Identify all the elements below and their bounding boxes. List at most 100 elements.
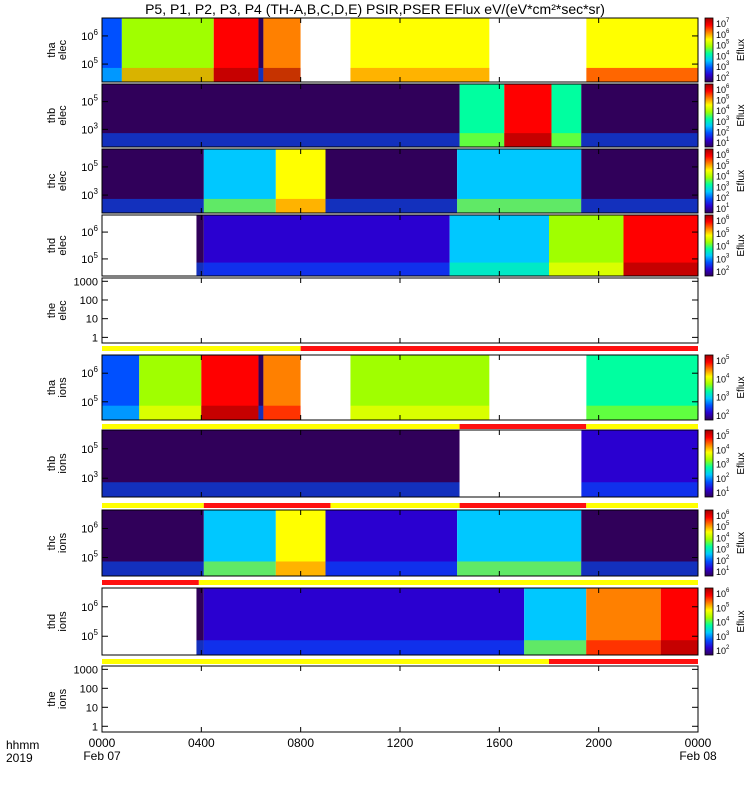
colorbar (704, 148, 714, 214)
colorbar-tick-label: 103 (716, 631, 730, 642)
spectrogram-low-energy-band (203, 561, 276, 576)
spectrogram-low-energy-band (586, 640, 661, 655)
colorbar-tick-label: 101 (716, 203, 730, 214)
colorbar (704, 587, 714, 656)
spectrogram-low-energy-band (196, 262, 204, 276)
colorbar-tick-label: 103 (716, 61, 730, 72)
colorbar-label: Eflux (736, 610, 747, 632)
flag-bar-segment (459, 424, 587, 429)
colorbar-label: Eflux (736, 532, 747, 554)
colorbar-label: Eflux (736, 376, 747, 398)
spectrogram-low-energy-band (275, 561, 326, 576)
spectrogram-low-energy-band (203, 262, 450, 276)
colorbar-tick-label: 101 (716, 487, 730, 498)
spectrogram-low-energy-band (102, 561, 204, 576)
colorbar-label: Eflux (736, 104, 747, 126)
spectrogram-low-energy-band (121, 67, 214, 82)
spectrogram-low-energy-band (581, 561, 698, 576)
colorbar-tick-label: 102 (716, 266, 730, 277)
colorbar-tick-label: 101 (716, 137, 730, 148)
y-tick-label: 103 (81, 121, 98, 136)
y-tick-label: 10 (86, 314, 98, 326)
flag-bar-segment (586, 503, 698, 508)
colorbar-tick-label: 102 (716, 410, 730, 421)
colorbar (704, 429, 714, 498)
y-tick-label: 100 (80, 295, 98, 307)
y-tick-label: 105 (81, 394, 98, 409)
y-tick-label: 100 (80, 683, 98, 695)
spectrogram-low-energy-band (504, 133, 552, 147)
spectrogram-low-energy-band (660, 640, 698, 655)
colorbar-tick-label: 106 (716, 215, 730, 226)
flag-bar-segment (203, 503, 331, 508)
colorbar-tick-label: 103 (716, 544, 730, 555)
panel-label: theelec (46, 300, 69, 321)
spectrogram-segment (258, 18, 264, 82)
colorbar-tick-label: 103 (716, 253, 730, 264)
spectrogram-low-energy-band (457, 198, 582, 213)
spectrogram-low-energy-band (350, 405, 490, 420)
colorbar-tick-label: 104 (716, 241, 730, 252)
colorbar-tick-label: 105 (716, 430, 730, 441)
panel-thd-ions: 106 105 thdions 106 105 104 103 102 Eflux (46, 587, 747, 664)
spectrogram-segment (258, 355, 264, 420)
x-tick-label: 2000 (585, 736, 612, 750)
colorbar (704, 17, 714, 83)
data-gap (102, 588, 197, 655)
y-tick-label: 103 (81, 470, 98, 485)
spectrogram-low-energy-band (551, 133, 582, 147)
flag-bar-segment (330, 503, 460, 508)
colorbar-tick-label: 105 (716, 228, 730, 239)
panel-label: thcions (46, 532, 69, 553)
y-tick-label: 1000 (74, 276, 98, 288)
colorbar-tick-label: 104 (716, 105, 730, 116)
colorbar-tick-label: 104 (716, 617, 730, 628)
y-tick-label: 105 (81, 94, 98, 109)
panel-label: theions (46, 688, 69, 709)
y-tick-label: 1 (92, 721, 98, 733)
colorbar-tick-label: 106 (716, 149, 730, 160)
x-tick-label: 1200 (387, 736, 414, 750)
spectrogram-low-energy-band (213, 67, 259, 82)
x-tick-label: 0000 (685, 736, 712, 750)
y-tick-label: 105 (81, 441, 98, 456)
panel-label: thaions (46, 377, 69, 398)
flag-bar-segment (102, 659, 549, 664)
y-tick-label: 105 (81, 159, 98, 174)
x-tick-date: Feb 07 (83, 749, 121, 763)
spectrogram-low-energy-band (581, 482, 698, 497)
colorbar-tick-label: 103 (716, 459, 730, 470)
spectrogram-low-energy-band (275, 198, 326, 213)
x-tick-label: 0800 (287, 736, 314, 750)
colorbar-tick-label: 107 (716, 18, 730, 29)
flag-bar-segment (102, 580, 199, 585)
time-axis-title: hhmm 2019 (6, 739, 39, 765)
y-tick-label: 105 (81, 251, 98, 266)
spectrogram-low-energy-band (586, 405, 698, 420)
panel-the-ions: 1000 100 10 1 theions (46, 664, 699, 733)
colorbar-tick-label: 105 (716, 95, 730, 106)
spectrogram-low-energy-band (263, 67, 301, 82)
panel-tha-ions: 106 105 thaions 105 104 103 102 Eflux (46, 354, 747, 429)
colorbar-tick-label: 102 (716, 555, 730, 566)
spectrogram-low-energy-band (203, 198, 276, 213)
spectrogram-low-energy-band (459, 133, 505, 147)
y-tick-label: 10 (86, 702, 98, 714)
colorbar-tick-label: 102 (716, 645, 730, 656)
panel-label: thbelec (46, 105, 69, 126)
colorbar-tick-label: 104 (716, 50, 730, 61)
spectrogram-low-energy-band (457, 561, 582, 576)
spectrogram-low-energy-band (102, 133, 460, 147)
flag-bar-segment (102, 503, 204, 508)
data-gap (300, 18, 351, 82)
colorbar-label: Eflux (736, 452, 747, 474)
colorbar-tick-label: 102 (716, 192, 730, 203)
colorbar-label: Eflux (736, 234, 747, 256)
panel-the-elec: 1000 100 10 1 theelec (46, 276, 699, 351)
data-gap (489, 355, 587, 420)
colorbar-label: Eflux (736, 39, 747, 61)
spectrogram-low-energy-band (581, 198, 698, 213)
spectrogram-low-energy-band (586, 67, 698, 82)
